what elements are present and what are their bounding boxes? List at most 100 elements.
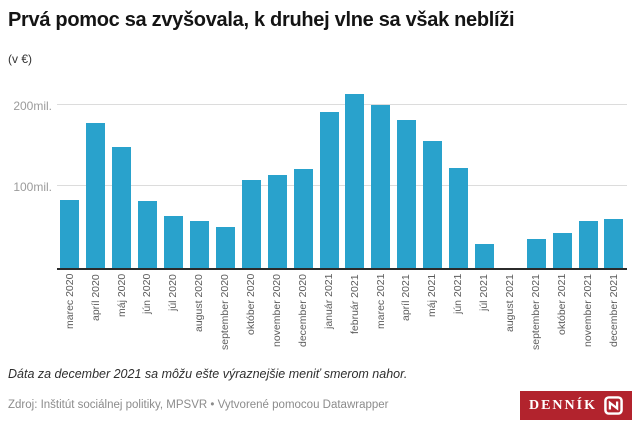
- bar-apríl-2021: [397, 120, 417, 268]
- x-label-slot: máj 2021: [420, 274, 446, 350]
- x-axis-tick-label: apríl 2020: [89, 274, 102, 321]
- x-label-slot: júl 2021: [472, 274, 498, 350]
- dennik-n-logo: DENNÍK: [519, 391, 632, 420]
- bar-chart: marec 2020 apríl 2020 máj 2020 jún 2020 júl …: [13, 90, 627, 350]
- x-axis-tick-label: marec 2021: [374, 274, 387, 330]
- logo-wordmark: DENNÍK: [528, 397, 597, 413]
- bar-slot: [187, 90, 213, 268]
- bar-november-2021: [578, 221, 598, 268]
- bar-slot: [161, 90, 187, 268]
- x-label-slot: august 2021: [497, 274, 523, 350]
- bar-október-2020: [241, 180, 261, 268]
- x-axis-tick-label: máj 2021: [426, 274, 439, 318]
- x-label-slot: apríl 2021: [394, 274, 420, 350]
- x-label-slot: október 2020: [238, 274, 264, 350]
- bar-slot: [238, 90, 264, 268]
- bar-slot: [109, 90, 135, 268]
- x-label-slot: jún 2020: [135, 274, 161, 350]
- bar-slot: [523, 90, 549, 268]
- bar-marec-2021: [371, 105, 391, 268]
- x-label-slot: december 2020: [290, 274, 316, 350]
- plot-area: [57, 90, 627, 270]
- bar-slot: [549, 90, 575, 268]
- x-axis-tick-label: september 2021: [530, 274, 543, 350]
- x-label-slot: december 2021: [601, 274, 627, 350]
- x-axis-tick-label: máj 2020: [115, 274, 128, 318]
- x-axis-tick-label: október 2020: [245, 274, 258, 336]
- x-axis-tick-label: marec 2020: [63, 274, 76, 330]
- x-axis-tick-label: február 2021: [348, 274, 361, 334]
- x-axis-tick-label: jún 2021: [452, 274, 465, 315]
- bar-január-2021: [319, 112, 339, 268]
- chart-subtitle: (v €): [8, 52, 32, 66]
- x-label-slot: júl 2020: [161, 274, 187, 350]
- source-attribution: Zdroj: Inštitút sociálnej politiky, MPSV…: [8, 399, 389, 411]
- x-label-slot: september 2021: [523, 274, 549, 350]
- x-axis-tick-label: október 2021: [555, 274, 568, 336]
- bar-jún-2021: [449, 168, 469, 268]
- gridline-100: [57, 185, 627, 186]
- bar-jún-2020: [138, 201, 158, 268]
- bar-slot: [575, 90, 601, 268]
- bar-slot: [264, 90, 290, 268]
- bar-marec-2020: [60, 200, 80, 268]
- bar-slot: [342, 90, 368, 268]
- x-label-slot: október 2021: [549, 274, 575, 350]
- bar-september-2020: [215, 227, 235, 268]
- x-axis-tick-label: august 2020: [193, 274, 206, 332]
- bar-slot: [212, 90, 238, 268]
- y-axis-tick-label: 100mil.: [13, 180, 52, 194]
- bar-slot: [472, 90, 498, 268]
- bar-slot: [83, 90, 109, 268]
- bar-slot: [446, 90, 472, 268]
- bar-slot: [420, 90, 446, 268]
- x-axis-tick-label: december 2020: [296, 274, 309, 347]
- bar-máj-2020: [112, 147, 132, 268]
- x-label-slot: november 2021: [575, 274, 601, 350]
- bar-slot: [135, 90, 161, 268]
- x-axis-tick-label: jún 2020: [141, 274, 154, 315]
- bar-slot: [368, 90, 394, 268]
- x-label-slot: marec 2020: [57, 274, 83, 350]
- x-label-slot: február 2021: [342, 274, 368, 350]
- x-axis-tick-label: január 2021: [322, 274, 335, 330]
- x-label-slot: september 2020: [212, 274, 238, 350]
- bar-slot: [394, 90, 420, 268]
- chart-note: Dáta za december 2021 sa môžu ešte výraz…: [8, 367, 408, 381]
- x-label-slot: november 2020: [264, 274, 290, 350]
- x-label-slot: jún 2021: [446, 274, 472, 350]
- chart-title: Prvá pomoc sa zvyšovala, k druhej vlne s…: [8, 9, 515, 31]
- x-label-slot: marec 2021: [368, 274, 394, 350]
- bar-júl-2020: [164, 216, 184, 268]
- bar-september-2021: [526, 239, 546, 268]
- x-label-slot: január 2021: [316, 274, 342, 350]
- x-axis-tick-label: november 2021: [581, 274, 594, 347]
- x-axis-tick-label: november 2020: [270, 274, 283, 347]
- bar-apríl-2020: [86, 123, 106, 268]
- bar-slot: [497, 90, 523, 268]
- bars-container: [57, 90, 627, 268]
- x-axis-tick-label: apríl 2021: [400, 274, 413, 321]
- bar-december-2021: [604, 219, 624, 268]
- bar-február-2021: [345, 94, 365, 268]
- x-label-slot: máj 2020: [109, 274, 135, 350]
- x-axis-tick-label: september 2020: [219, 274, 232, 350]
- dennik-n-icon: [604, 396, 623, 415]
- bar-máj-2021: [423, 141, 443, 268]
- bar-slot: [290, 90, 316, 268]
- bar-slot: [316, 90, 342, 268]
- bar-november-2020: [267, 175, 287, 268]
- bar-júl-2021: [474, 244, 494, 268]
- x-label-slot: apríl 2020: [83, 274, 109, 350]
- bar-slot: [601, 90, 627, 268]
- x-axis-tick-label: júl 2020: [167, 274, 180, 311]
- bar-august-2020: [189, 221, 209, 268]
- x-axis-labels: marec 2020 apríl 2020 máj 2020 jún 2020 júl …: [57, 274, 627, 350]
- x-axis-tick-label: december 2021: [607, 274, 620, 347]
- x-axis-tick-label: júl 2021: [478, 274, 491, 311]
- y-axis-tick-label: 200mil.: [13, 99, 52, 113]
- bar-december-2020: [293, 169, 313, 268]
- x-axis-tick-label: august 2021: [504, 274, 517, 332]
- bar-slot: [57, 90, 83, 268]
